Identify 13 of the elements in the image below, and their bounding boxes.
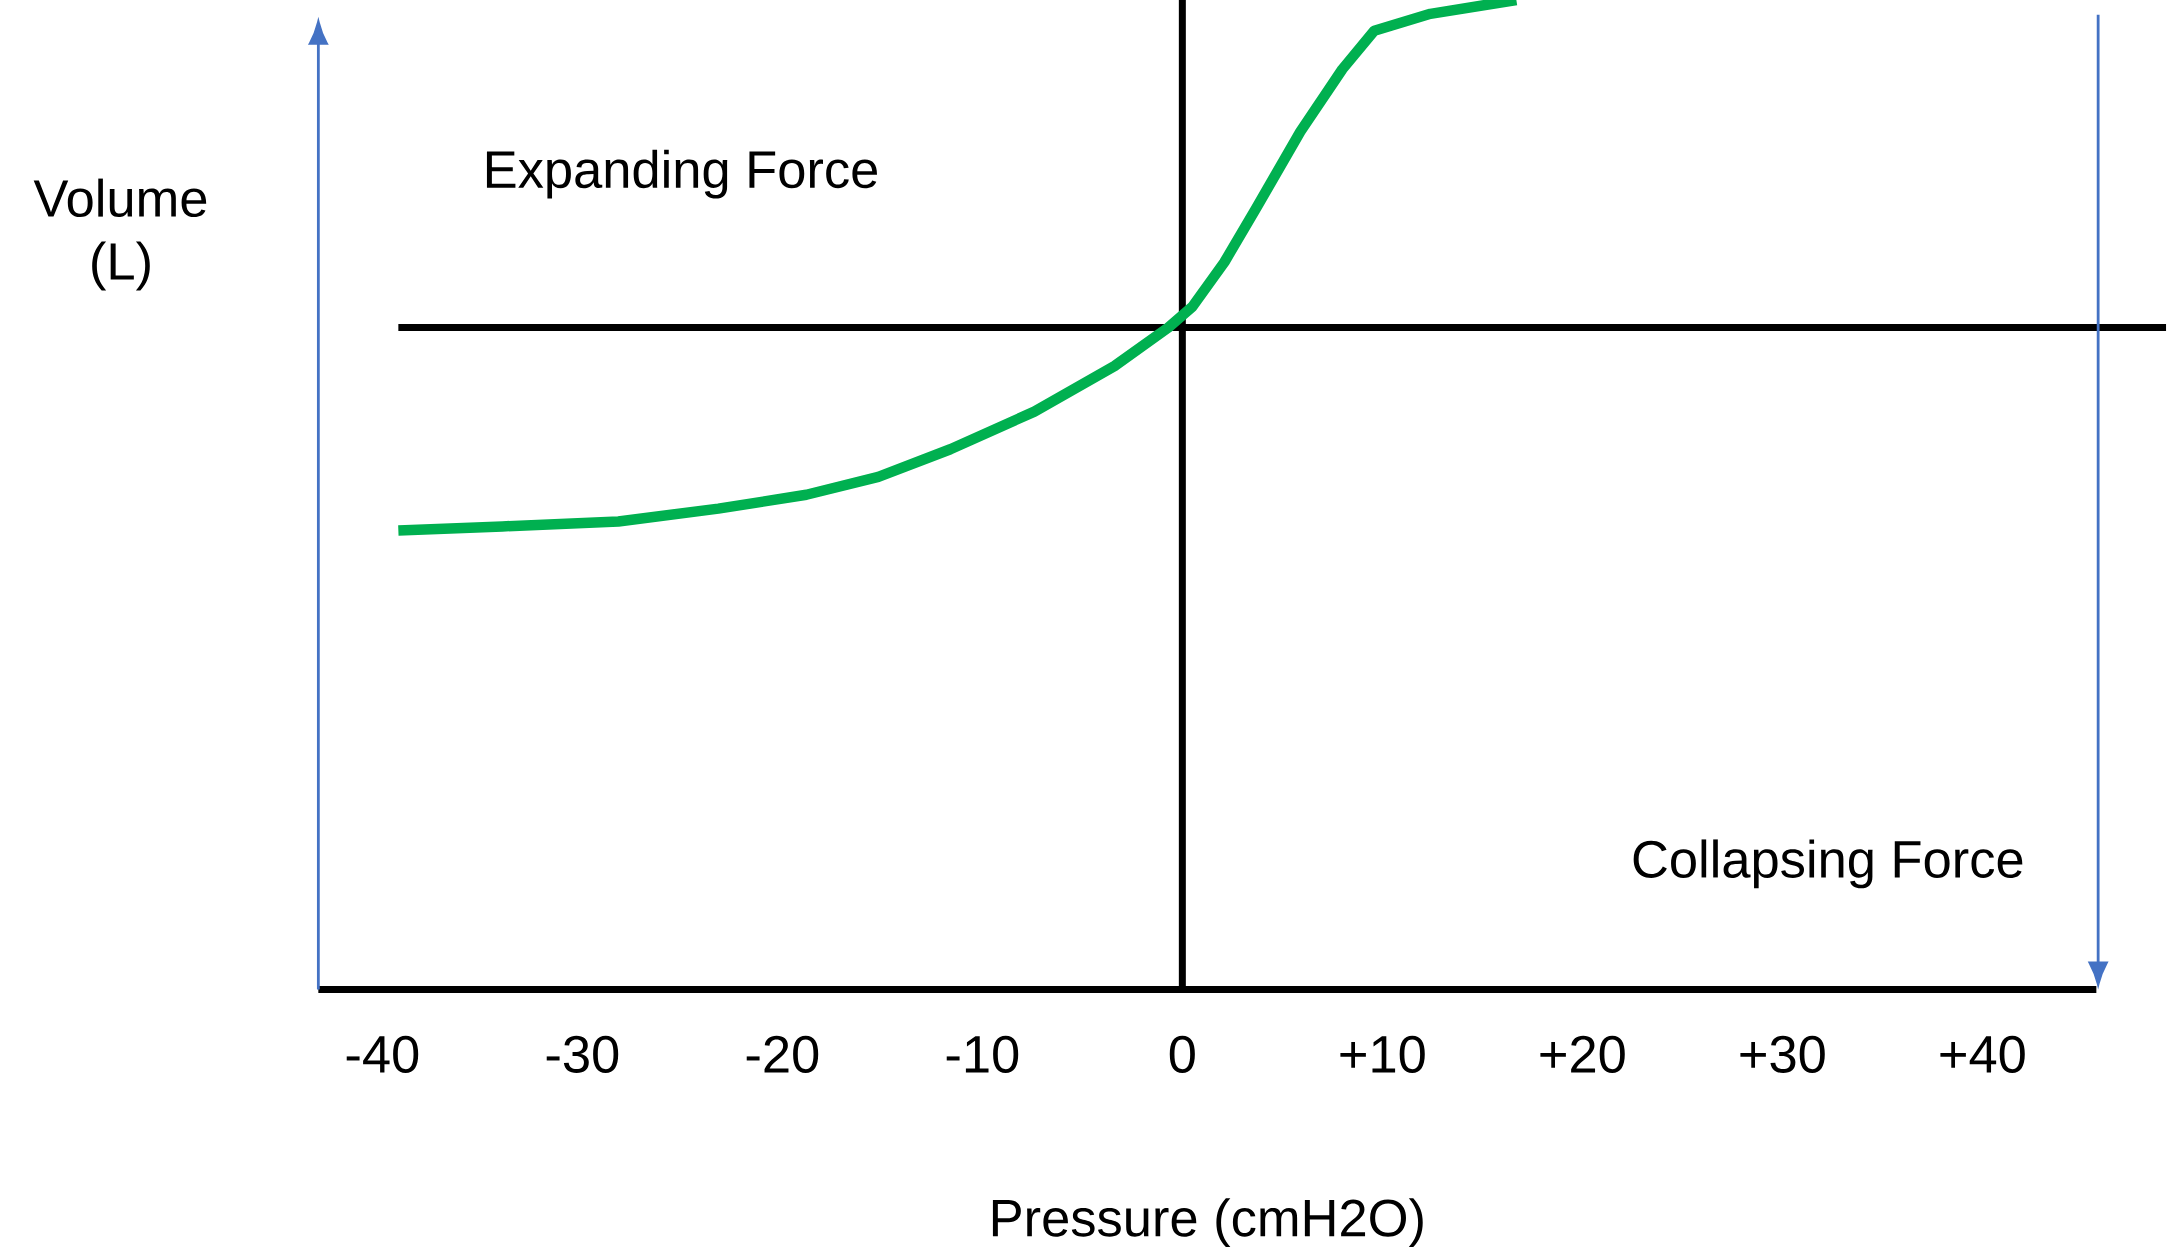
x-axis-title: Pressure (cmH2O) bbox=[992, 1198, 1423, 1247]
x-tick-label: -20 bbox=[746, 1035, 819, 1073]
x-tick-label: +30 bbox=[1740, 1035, 1825, 1073]
x-tick-label: 0 bbox=[1169, 1035, 1195, 1073]
x-tick-label: -40 bbox=[346, 1035, 419, 1073]
annotation: Expanding Force bbox=[486, 149, 877, 199]
x-tick-label: +40 bbox=[1940, 1035, 2025, 1073]
x-tick-label: -30 bbox=[546, 1035, 619, 1073]
annotation: Collapsing Force bbox=[1633, 839, 2023, 889]
y-axis-title: Volume (L) bbox=[33, 178, 207, 291]
x-tick-label: -10 bbox=[946, 1035, 1019, 1073]
x-tick-label: +20 bbox=[1540, 1035, 1625, 1073]
x-tick-label: +10 bbox=[1340, 1035, 1425, 1073]
